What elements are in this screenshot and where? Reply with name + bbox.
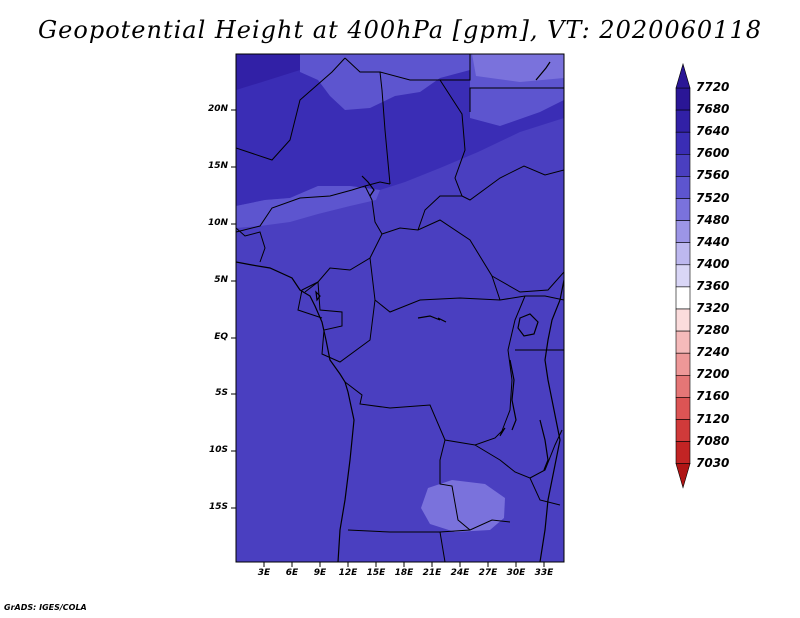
colorbar-segment	[675, 352, 691, 376]
colorbar-segment	[675, 109, 691, 133]
bioko-island	[315, 290, 321, 302]
red-sea-coast	[535, 61, 551, 81]
boundary-namibia-botswana	[439, 531, 446, 562]
colorbar-segment	[675, 419, 691, 442]
colorbar-label: 7120	[696, 411, 730, 426]
colorbar-segment	[675, 374, 691, 398]
boundary-gabon	[297, 281, 323, 319]
lake-victoria	[517, 313, 539, 337]
boundary-chad-sudan	[417, 79, 466, 231]
boundary-niger-nigeria	[236, 181, 391, 233]
colorbar-segment	[675, 242, 691, 266]
colorbar-segment	[675, 131, 691, 155]
country-boundaries	[236, 54, 564, 562]
colorbar-label: 7640	[696, 124, 730, 139]
colorbar-label: 7560	[696, 168, 730, 183]
lat-label-5n: 5N	[214, 275, 228, 285]
boundary-uganda-kenya	[525, 295, 564, 301]
lon-label-21e: 21E	[422, 568, 442, 578]
lon-label-15e: 15E	[366, 568, 386, 578]
boundary-algeria-niger	[236, 57, 346, 161]
colorbar-top-arrow	[675, 62, 691, 89]
lon-label-6e: 6E	[285, 568, 299, 578]
lake-tanganyika	[509, 359, 517, 431]
lat-label-10s: 10S	[208, 445, 228, 455]
boundary-drc-east	[499, 295, 526, 437]
contour-7520-7560-ne	[472, 54, 564, 82]
lon-label-27e: 27E	[478, 568, 498, 578]
lat-label-eq: EQ	[214, 332, 228, 342]
colorbar-label: 7320	[696, 301, 730, 315]
boundary-zambia-zimbabwe	[474, 444, 561, 506]
axis-ticks	[231, 109, 545, 567]
lat-label-10n: 10N	[207, 218, 228, 228]
colorbar-segment	[675, 441, 691, 465]
lon-label-30e: 30E	[506, 568, 526, 578]
colorbar-segment	[675, 176, 691, 199]
boundary-drc-angola	[344, 381, 506, 446]
coastline-east-africa	[539, 279, 564, 562]
lon-label-12e: 12E	[338, 568, 358, 578]
colorbar-segment	[675, 87, 691, 111]
coastline-west-africa	[236, 261, 355, 562]
colorbar-segment	[675, 308, 691, 332]
lat-label-15s: 15S	[208, 502, 228, 512]
map-frame	[235, 53, 565, 563]
boundary-mozambique	[529, 429, 563, 479]
colorbar-segment	[675, 330, 691, 354]
colorbar-label: 7200	[696, 367, 730, 382]
chart-title: Geopotential Height at 400hPa [gpm], VT:…	[38, 16, 762, 44]
colorbar-label: 7080	[696, 433, 730, 448]
contour-7560-7600-nw	[300, 54, 470, 110]
contour-7680-7720-north	[236, 54, 300, 90]
lon-label-3e: 3E	[257, 568, 271, 578]
colorbar-segment	[675, 286, 691, 310]
colorbar-label: 7030	[696, 455, 730, 470]
colorbar-label: 7360	[696, 278, 730, 293]
boundary-libya-niger	[344, 57, 391, 185]
coastlines	[236, 61, 564, 562]
lake-malawi	[539, 419, 549, 471]
colorbar-segment	[675, 397, 691, 420]
lat-label-5s: 5S	[215, 388, 228, 398]
lon-label-9e: 9E	[313, 568, 327, 578]
colorbar-label: 7280	[696, 323, 730, 338]
colorbar-label: 7520	[696, 190, 730, 205]
colorbar-label: 7480	[696, 212, 730, 227]
colorbar-label: 7240	[696, 345, 730, 360]
lat-label-20n: 20N	[207, 104, 228, 114]
boundary-egypt-sudan	[469, 87, 564, 112]
colorbar-segment	[675, 198, 691, 221]
lake-chad	[361, 175, 375, 197]
boundary-sudan-south	[461, 165, 564, 201]
boundary-west-africa	[236, 227, 266, 263]
colorbar-label: 7680	[696, 102, 730, 117]
colorbar-bottom-arrow	[675, 463, 691, 489]
boundary-south-sudan	[491, 271, 564, 293]
colorbar	[675, 62, 691, 489]
lon-label-33e: 33E	[534, 568, 554, 578]
lat-label-15n: 15N	[207, 161, 228, 171]
contour-7560-7600-south-blob	[421, 480, 505, 532]
lon-label-24e: 24E	[450, 568, 470, 578]
colorbar-segment	[675, 154, 691, 177]
colorbar-label: 7600	[696, 146, 730, 161]
lon-label-18e: 18E	[394, 568, 414, 578]
grads-credit: GrADS: IGES/COLA	[4, 603, 87, 612]
contour-7560-7600-west-band	[236, 186, 380, 228]
congo-river-islands	[417, 315, 447, 323]
colorbar-segment	[675, 264, 691, 288]
boundary-angola-zambia	[439, 439, 471, 531]
colorbar-label: 7400	[696, 256, 730, 271]
colorbar-label: 7720	[696, 80, 730, 94]
colorbar-segment	[675, 220, 691, 244]
colorbar-label: 7440	[696, 234, 730, 249]
boundary-namibia-angola	[347, 519, 511, 533]
colorbar-label: 7160	[696, 389, 730, 404]
